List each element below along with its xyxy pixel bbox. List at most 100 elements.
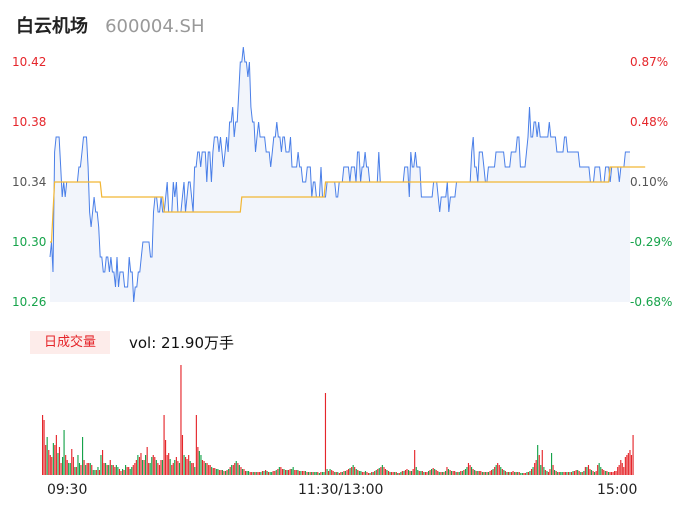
- volume-bar: [523, 473, 525, 475]
- volume-bar: [403, 471, 405, 475]
- volume-bar: [91, 465, 93, 475]
- volume-bar: [215, 469, 217, 475]
- volume-bar: [384, 469, 387, 475]
- volume-bar: [146, 447, 148, 475]
- volume-bar: [208, 465, 210, 475]
- volume-bar: [94, 470, 96, 475]
- volume-tab[interactable]: 日成交量: [30, 331, 110, 354]
- volume-bar: [148, 463, 150, 475]
- volume-bar: [498, 465, 500, 475]
- volume-bar: [126, 467, 128, 475]
- volume-bar: [63, 430, 65, 475]
- volume-bar: [241, 469, 244, 475]
- volume-bar: [149, 463, 151, 475]
- volume-bar: [72, 457, 74, 475]
- volume-bar: [123, 470, 125, 475]
- volume-bar: [221, 470, 224, 475]
- volume-bar: [211, 467, 213, 475]
- volume-bar: [105, 463, 107, 475]
- x-tick-midday: 11:30/13:00: [298, 482, 384, 498]
- volume-bar: [494, 467, 496, 475]
- y-left-tick: 10.26: [12, 295, 47, 309]
- volume-bar: [97, 467, 99, 475]
- volume-bar: [229, 467, 231, 475]
- volume-bar: [275, 470, 277, 475]
- volume-bar: [254, 472, 256, 475]
- volume-bar: [98, 470, 101, 475]
- volume-bar: [518, 472, 520, 475]
- volume-bar: [243, 469, 245, 475]
- volume-bar: [397, 473, 399, 475]
- volume-bar: [511, 472, 513, 475]
- volume-bar: [483, 472, 485, 475]
- volume-bar: [82, 437, 84, 475]
- volume-bar: [92, 470, 94, 475]
- volume-bar: [198, 451, 200, 475]
- y-left-tick: 10.34: [12, 175, 47, 189]
- volume-bar: [343, 471, 345, 475]
- volume-bar: [335, 472, 337, 475]
- volume-bar: [572, 471, 574, 475]
- volume-bar: [444, 471, 447, 475]
- volume-bar: [618, 465, 620, 475]
- volume-bar: [491, 470, 493, 475]
- volume-bar: [620, 460, 622, 475]
- volume-bar: [349, 468, 351, 475]
- volume-bar: [201, 460, 204, 475]
- volume-bar: [301, 471, 304, 475]
- volume-bar: [378, 468, 380, 475]
- volume-bar: [191, 463, 193, 475]
- volume-bar: [258, 472, 260, 475]
- volume-bar: [441, 472, 443, 475]
- volume-bar: [312, 472, 314, 475]
- volume-bar: [326, 469, 328, 475]
- volume-bar: [225, 471, 227, 475]
- volume-bar: [531, 469, 533, 475]
- volume-bar: [549, 469, 551, 475]
- volume-bar: [412, 469, 414, 475]
- volume-bar: [400, 472, 402, 475]
- volume-bar: [434, 469, 436, 475]
- volume-bar: [471, 467, 473, 475]
- volume-bar: [237, 463, 239, 475]
- volume-bar: [318, 473, 320, 475]
- volume-bar: [424, 472, 427, 475]
- volume-bar: [88, 463, 90, 475]
- volume-bar: [532, 467, 534, 475]
- volume-bar: [338, 473, 340, 475]
- volume-bar: [55, 435, 57, 475]
- volume-bar: [421, 471, 423, 475]
- volume-bar: [594, 472, 596, 475]
- volume-bar: [102, 450, 104, 475]
- volume-bar: [607, 472, 610, 475]
- volume-bar: [408, 470, 410, 475]
- volume-bar: [274, 471, 276, 475]
- volume-bar: [351, 467, 353, 475]
- volume-bar: [65, 455, 67, 475]
- volume-bar: [246, 471, 248, 475]
- volume-bar: [323, 472, 325, 475]
- volume-bar: [141, 460, 144, 475]
- volume-bar: [472, 469, 474, 475]
- volume-bar: [298, 471, 300, 475]
- volume-bar: [337, 472, 339, 475]
- volume-bar: [443, 472, 445, 475]
- volume-bar: [175, 457, 177, 475]
- volume-bar: [303, 471, 305, 475]
- volume-bar: [309, 472, 311, 475]
- volume-bar: [125, 465, 127, 475]
- volume-bar: [458, 472, 460, 475]
- volume-bar: [163, 415, 165, 475]
- volume-bar: [269, 472, 271, 475]
- volume-bar: [509, 472, 511, 475]
- volume-bar: [529, 471, 531, 475]
- volume-bar: [595, 471, 597, 475]
- volume-bar: [226, 470, 228, 475]
- volume-bar: [232, 465, 234, 475]
- volume-bar: [449, 470, 451, 475]
- volume-bar: [169, 459, 171, 475]
- volume-bar: [517, 472, 519, 475]
- volume-bar: [143, 460, 145, 475]
- x-tick-open: 09:30: [47, 482, 88, 498]
- volume-bar: [435, 470, 437, 475]
